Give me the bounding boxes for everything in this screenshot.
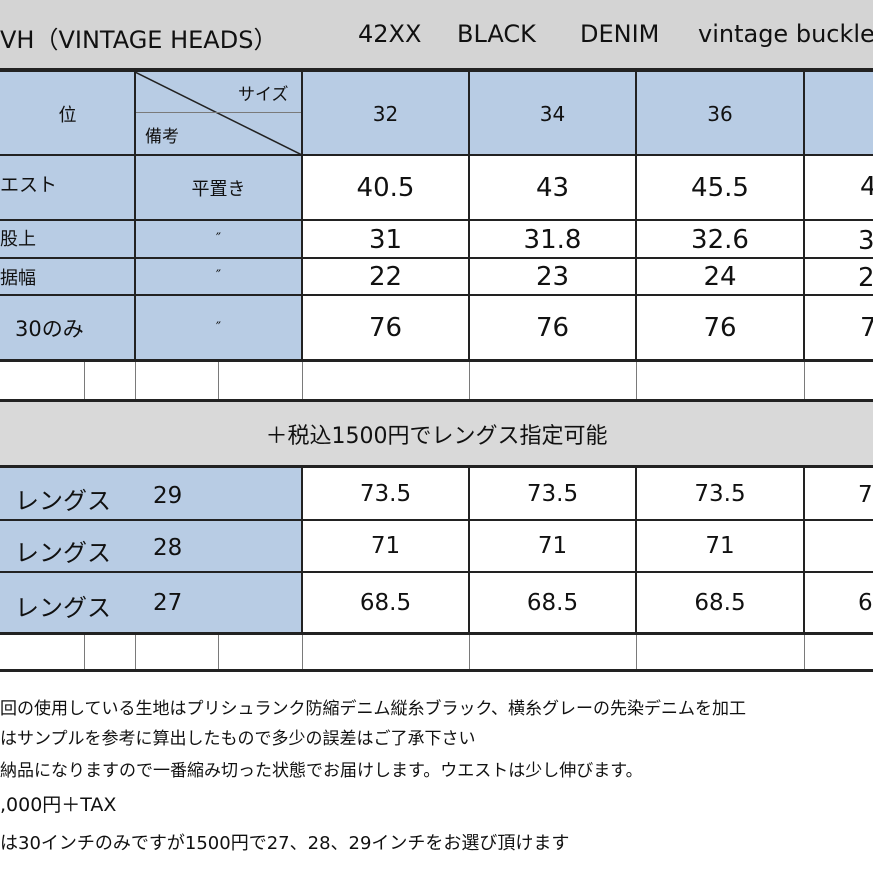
note-length-option: は30インチのみですが1500円で27、28、29インチをお選び頂けます [0,833,570,854]
size-header-bg [302,72,804,155]
row-remark-waist: 平置き [191,178,246,200]
title-fabric: DENIM [580,20,660,48]
value-cell: 68.5 [359,590,412,616]
title-model: 42XX [358,20,422,48]
position-header: 位 [58,104,77,126]
value-cell-cut: 4 [860,172,873,202]
value-cell: 32.6 [691,225,749,255]
grid-line [0,632,873,635]
length-label-bg [0,468,302,633]
grid-line [0,257,873,259]
value-cell: 71 [705,533,735,559]
grid-line [803,72,805,360]
grid-line [0,399,873,402]
value-cell: 76 [703,312,737,343]
header-cut-bg [804,72,873,155]
grid-line [0,519,873,521]
length-row-size: 28 [153,535,183,561]
row-label-inseam: 30のみ [15,317,84,341]
note-sample: はサンプルを参考に算出したもので多少の誤差はご了承下さい [0,729,476,749]
value-cell: 43 [535,172,570,203]
value-cell: 73.5 [359,481,412,507]
row-label-hem: 据幅 [0,268,36,289]
remarks-header-label: 備考 [145,127,179,147]
length-row-label: レングス [15,594,111,622]
grid-line [135,362,136,399]
diagonal-header-line [135,72,302,155]
value-cell: 76 [368,312,403,343]
value-cell: 68.5 [694,590,746,616]
value-cell: 31 [368,225,403,255]
value-cell: 68.5 [526,590,579,616]
grid-line [0,154,873,156]
grid-line [803,468,805,634]
grid-line [0,669,873,672]
value-cell: 31.8 [523,225,582,255]
length-banner: ＋税込1500円でレングス指定可能 [0,402,873,465]
size-header-label: サイズ [238,85,289,105]
grid-line [135,635,136,669]
length-row-size: 29 [153,483,183,509]
row-label-rise: 股上 [0,229,36,250]
value-cell-cut: 2 [858,263,873,293]
title-color: BLACK [457,20,536,48]
length-row-size: 27 [153,590,183,616]
grid-line [84,635,85,669]
note-fabric: 回の使用している生地はプリシュランク防縮デニム縦糸ブラック、横糸グレーの先染デニ… [0,699,746,719]
grid-line [135,112,302,113]
row-label-waist: エスト [0,174,58,196]
size-header-34: 34 [539,101,566,126]
grid-line [469,635,470,669]
grid-line [302,635,303,669]
value-cell: 22 [368,262,403,292]
size-header-36: 36 [707,101,733,126]
value-cell-cut: 7 [860,313,873,343]
grid-line [469,362,470,399]
grid-line [0,571,873,573]
value-cell-cut: 3 [858,226,873,256]
grid-line [0,359,873,362]
grid-line [468,468,470,634]
grid-line [218,362,219,399]
grid-line [134,72,136,360]
grid-line [84,362,85,399]
value-cell: 73.5 [694,481,746,507]
value-cell: 71 [370,533,401,559]
note-price: ,000円＋TAX [0,794,117,816]
grid-line [468,72,470,360]
value-cell: 40.5 [356,172,415,203]
grid-line [635,468,637,634]
grid-line [301,468,303,634]
grid-line [635,72,637,360]
grid-line [0,294,873,296]
value-cell-cut: 7 [858,482,873,508]
title-style: vintage buckle [698,20,873,48]
row-remark-inseam: ″ [215,319,222,336]
value-cell-cut: 6 [858,590,873,616]
grid-line [0,219,873,221]
grid-line [636,362,637,399]
grid-line [804,362,805,399]
size-header-32: 32 [372,101,399,126]
value-cell: 45.5 [691,172,749,203]
grid-line [218,635,219,669]
label-column-bg [0,72,302,360]
grid-line [0,465,873,468]
grid-line [636,635,637,669]
grid-line [302,362,303,399]
value-cell: 76 [535,312,570,343]
value-cell: 23 [535,262,570,292]
length-row-label: レングス [15,539,111,567]
grid-line [804,635,805,669]
value-cell: 73.5 [526,481,579,507]
grid-line [301,72,303,360]
length-row-label: レングス [15,487,111,515]
value-cell: 24 [703,262,737,292]
row-remark-rise: ″ [215,230,222,247]
title-brand: VH（VINTAGE HEADS） [0,26,278,54]
note-shrink: 納品になりますので一番縮み切った状態でお届けします。ウエストは少し伸びます。 [0,761,643,781]
title-bar: VH（VINTAGE HEADS） 42XX BLACK DENIM vinta… [0,0,873,72]
value-cell: 71 [537,533,568,559]
row-remark-hem: ″ [215,268,222,284]
